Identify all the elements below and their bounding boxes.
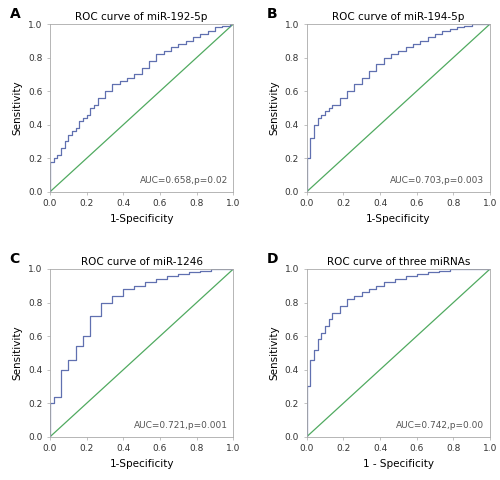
Text: AUC=0.721,p=0.001: AUC=0.721,p=0.001 [134,421,228,430]
Text: C: C [10,252,20,266]
Y-axis label: Sensitivity: Sensitivity [269,325,279,380]
Title: ROC curve of miR-192-5p: ROC curve of miR-192-5p [76,12,208,22]
Text: A: A [10,7,20,21]
Text: AUC=0.742,p=0.00: AUC=0.742,p=0.00 [396,421,484,430]
X-axis label: 1-Specificity: 1-Specificity [110,214,174,224]
Text: D: D [266,252,278,266]
Text: B: B [266,7,277,21]
X-axis label: 1-Specificity: 1-Specificity [110,459,174,469]
Y-axis label: Sensitivity: Sensitivity [269,81,279,135]
X-axis label: 1 - Specificity: 1 - Specificity [363,459,434,469]
Y-axis label: Sensitivity: Sensitivity [12,325,22,380]
X-axis label: 1-Specificity: 1-Specificity [366,214,430,224]
Y-axis label: Sensitivity: Sensitivity [12,81,22,135]
Text: AUC=0.703,p=0.003: AUC=0.703,p=0.003 [390,176,484,185]
Title: ROC curve of miR-1246: ROC curve of miR-1246 [80,257,202,267]
Text: AUC=0.658,p=0.02: AUC=0.658,p=0.02 [140,176,228,185]
Title: ROC curve of three miRNAs: ROC curve of three miRNAs [326,257,470,267]
Title: ROC curve of miR-194-5p: ROC curve of miR-194-5p [332,12,464,22]
